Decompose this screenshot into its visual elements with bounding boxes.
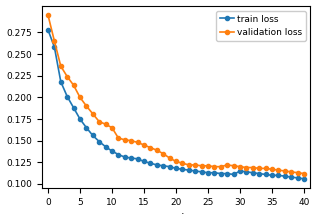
validation loss xyxy=(97,120,101,123)
train loss xyxy=(142,160,146,163)
Line: validation loss: validation loss xyxy=(46,13,306,176)
validation loss xyxy=(219,165,223,168)
train loss xyxy=(270,174,274,177)
train loss xyxy=(276,174,280,177)
validation loss xyxy=(46,14,50,16)
train loss xyxy=(136,158,140,160)
validation loss xyxy=(270,168,274,171)
train loss xyxy=(161,165,165,167)
train loss xyxy=(180,168,184,171)
validation loss xyxy=(59,65,63,67)
validation loss xyxy=(104,123,108,125)
train loss xyxy=(251,171,255,174)
train loss xyxy=(129,157,133,159)
validation loss xyxy=(193,164,197,166)
train loss xyxy=(84,126,88,129)
train loss xyxy=(104,146,108,148)
train loss xyxy=(59,80,63,83)
train loss xyxy=(219,172,223,175)
train loss xyxy=(110,150,114,152)
validation loss xyxy=(72,84,76,86)
validation loss xyxy=(91,113,95,115)
validation loss xyxy=(302,172,306,175)
validation loss xyxy=(136,141,140,144)
validation loss xyxy=(129,139,133,142)
validation loss xyxy=(180,162,184,165)
train loss xyxy=(283,175,287,177)
validation loss xyxy=(155,149,159,152)
validation loss xyxy=(238,165,242,168)
validation loss xyxy=(200,165,204,167)
validation loss xyxy=(142,144,146,146)
train loss xyxy=(123,156,127,158)
train loss xyxy=(193,170,197,172)
validation loss xyxy=(244,166,248,169)
train loss xyxy=(168,165,172,168)
train loss xyxy=(116,153,120,156)
train loss xyxy=(72,107,76,109)
train loss xyxy=(200,171,204,173)
train loss xyxy=(244,171,248,173)
train loss xyxy=(257,172,261,175)
train loss xyxy=(225,172,229,175)
validation loss xyxy=(296,171,300,174)
validation loss xyxy=(116,137,120,139)
Line: train loss: train loss xyxy=(46,28,306,181)
validation loss xyxy=(251,166,255,169)
train loss xyxy=(91,134,95,137)
train loss xyxy=(302,177,306,180)
validation loss xyxy=(65,75,69,78)
train loss xyxy=(46,28,50,31)
validation loss xyxy=(52,40,56,42)
Legend: train loss, validation loss: train loss, validation loss xyxy=(216,11,306,41)
train loss xyxy=(264,173,268,176)
validation loss xyxy=(212,165,216,168)
train loss xyxy=(52,46,56,48)
validation loss xyxy=(123,138,127,141)
validation loss xyxy=(84,105,88,107)
validation loss xyxy=(148,146,152,149)
train loss xyxy=(78,118,82,120)
validation loss xyxy=(206,165,210,167)
validation loss xyxy=(187,164,191,166)
train loss xyxy=(65,95,69,98)
validation loss xyxy=(257,167,261,170)
train loss xyxy=(232,173,236,176)
validation loss xyxy=(276,169,280,171)
validation loss xyxy=(264,167,268,170)
validation loss xyxy=(283,170,287,172)
validation loss xyxy=(161,152,165,155)
X-axis label: epochs: epochs xyxy=(159,213,193,214)
validation loss xyxy=(225,164,229,166)
validation loss xyxy=(174,160,178,163)
train loss xyxy=(206,171,210,174)
train loss xyxy=(212,171,216,174)
train loss xyxy=(174,167,178,170)
train loss xyxy=(148,162,152,165)
train loss xyxy=(155,164,159,166)
train loss xyxy=(289,176,293,178)
validation loss xyxy=(232,165,236,167)
train loss xyxy=(97,140,101,143)
validation loss xyxy=(168,157,172,159)
validation loss xyxy=(110,126,114,129)
train loss xyxy=(296,177,300,179)
validation loss xyxy=(289,171,293,173)
train loss xyxy=(238,170,242,172)
validation loss xyxy=(78,96,82,99)
train loss xyxy=(187,169,191,171)
